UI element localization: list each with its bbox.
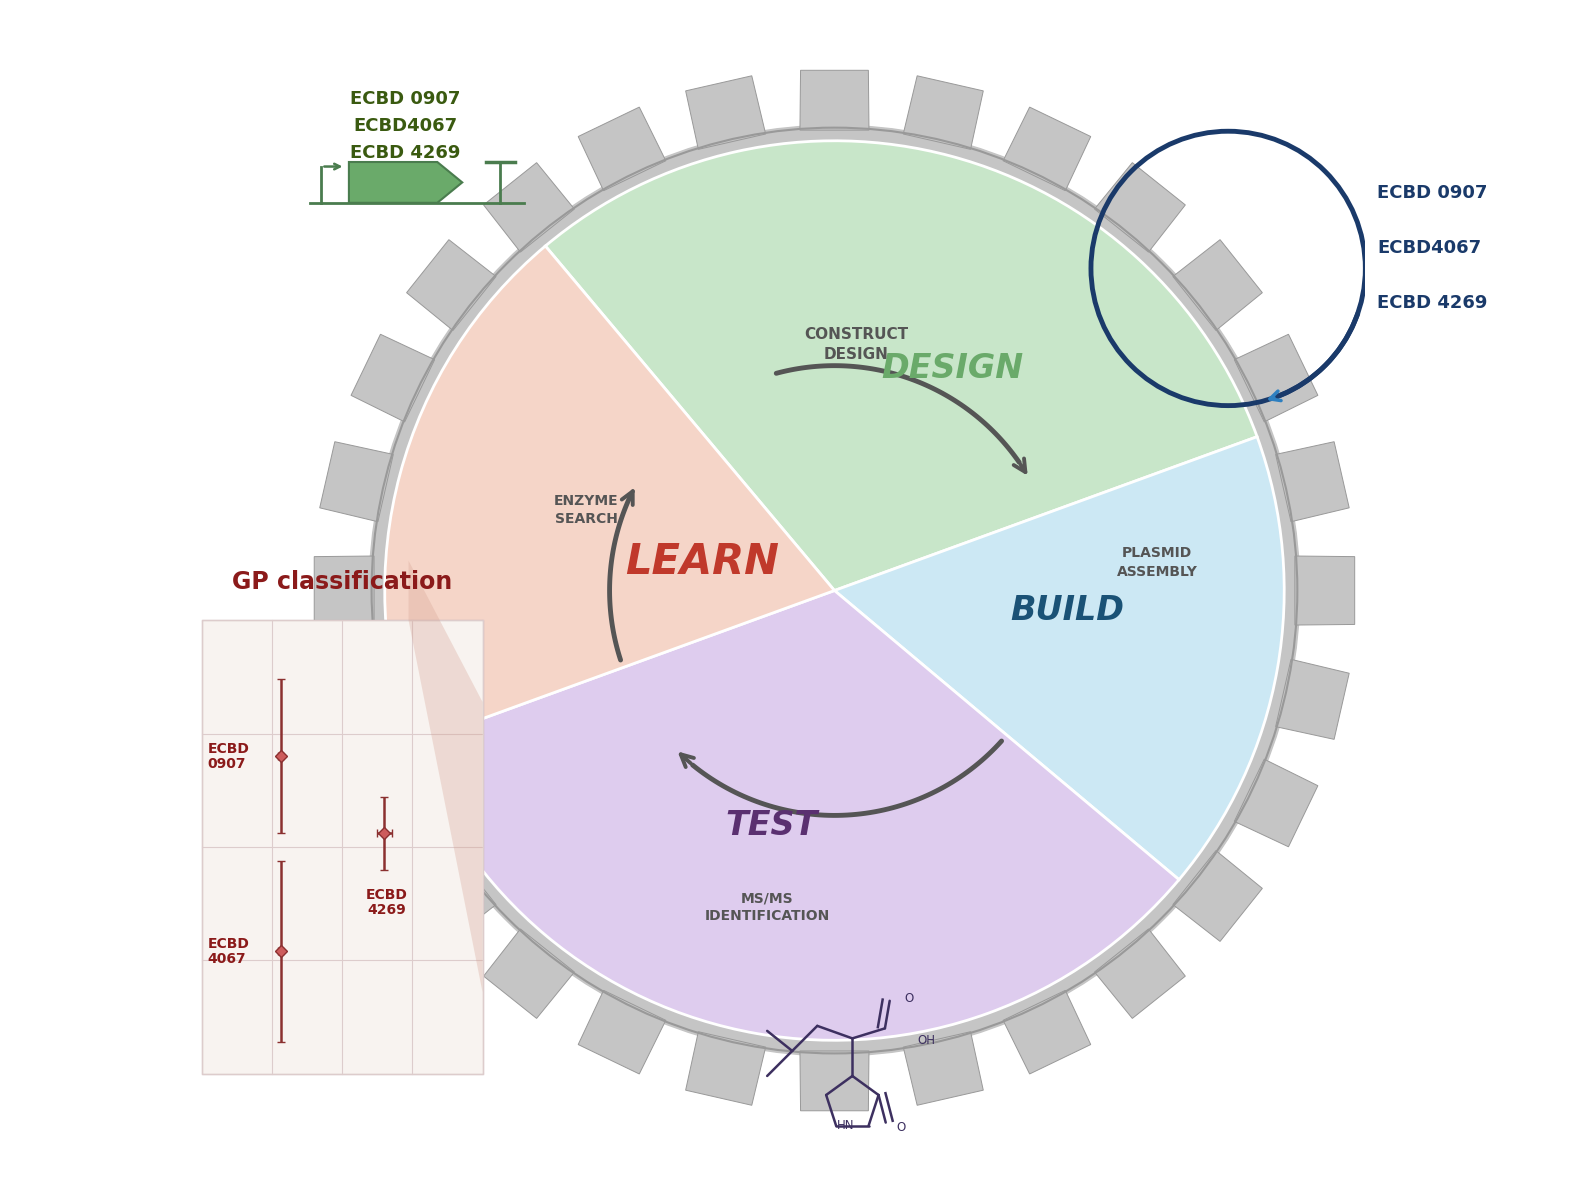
Text: ECBD
4067: ECBD 4067	[208, 937, 250, 966]
Polygon shape	[686, 1032, 765, 1105]
Polygon shape	[1295, 556, 1354, 625]
Wedge shape	[412, 591, 1179, 1040]
Polygon shape	[407, 240, 496, 330]
Text: TEST: TEST	[725, 809, 818, 841]
Text: DESIGN: DESIGN	[881, 352, 1023, 384]
Polygon shape	[800, 70, 869, 130]
Polygon shape	[1173, 851, 1262, 941]
Polygon shape	[686, 76, 765, 149]
Polygon shape	[315, 556, 374, 625]
Polygon shape	[578, 990, 665, 1074]
Polygon shape	[904, 1032, 983, 1105]
Polygon shape	[1235, 334, 1317, 422]
Wedge shape	[546, 141, 1257, 591]
Text: HN: HN	[837, 1119, 854, 1132]
Polygon shape	[1235, 759, 1317, 847]
Polygon shape	[1276, 660, 1349, 740]
Text: MS/MS
IDENTIFICATION: MS/MS IDENTIFICATION	[705, 891, 831, 923]
Polygon shape	[352, 334, 434, 422]
Circle shape	[369, 125, 1300, 1056]
Text: ENZYME
SEARCH: ENZYME SEARCH	[554, 494, 619, 526]
Polygon shape	[484, 162, 574, 252]
Polygon shape	[352, 759, 434, 847]
Polygon shape	[1095, 929, 1185, 1019]
Polygon shape	[1002, 107, 1091, 191]
Text: ECBD
4269: ECBD 4269	[366, 888, 407, 917]
Text: OH: OH	[918, 1034, 936, 1046]
Text: ECBD
0907: ECBD 0907	[208, 742, 250, 771]
Text: BUILD: BUILD	[1010, 594, 1125, 628]
Polygon shape	[904, 76, 983, 149]
Text: GP classification: GP classification	[232, 570, 452, 594]
Wedge shape	[834, 437, 1284, 879]
Polygon shape	[1276, 441, 1349, 521]
Polygon shape	[578, 107, 665, 191]
Text: ECBD 4269: ECBD 4269	[350, 144, 460, 162]
Polygon shape	[800, 1051, 869, 1111]
Text: PLASMID
ASSEMBLY: PLASMID ASSEMBLY	[1117, 546, 1198, 579]
Text: ECBD4067: ECBD4067	[353, 117, 457, 135]
Text: CONSTRUCT
DESIGN: CONSTRUCT DESIGN	[803, 327, 908, 361]
Text: ECBD4067: ECBD4067	[1378, 239, 1481, 256]
Text: LEARN: LEARN	[625, 542, 780, 583]
Text: ECBD 4269: ECBD 4269	[1378, 293, 1488, 311]
Polygon shape	[1173, 240, 1262, 330]
Polygon shape	[1002, 990, 1091, 1074]
Text: ECBD 0907: ECBD 0907	[350, 89, 460, 107]
Polygon shape	[407, 851, 496, 941]
Text: O: O	[897, 1121, 905, 1133]
Polygon shape	[320, 441, 393, 521]
Wedge shape	[385, 246, 834, 744]
Polygon shape	[409, 561, 482, 993]
Polygon shape	[1095, 162, 1185, 252]
Polygon shape	[484, 929, 574, 1019]
Bar	[202, 620, 482, 1074]
Text: O: O	[904, 991, 913, 1005]
Polygon shape	[320, 660, 393, 740]
Polygon shape	[348, 162, 463, 203]
Text: ECBD 0907: ECBD 0907	[1378, 184, 1488, 202]
